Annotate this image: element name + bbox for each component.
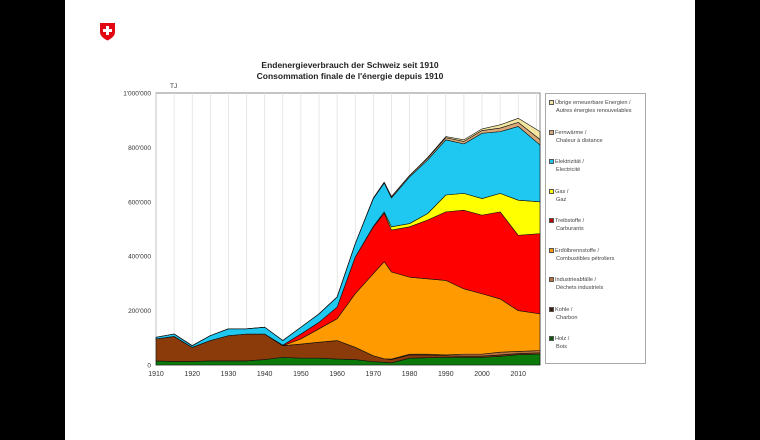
legend-label-fr: Charbon <box>556 314 578 321</box>
y-tick-label: 400'000 <box>128 254 151 261</box>
legend-label-fr: Autres énergies renouvelables <box>556 108 632 114</box>
chart-subtitle: Consommation finale de l'énergie depuis … <box>256 71 444 81</box>
legend-label: Holz / <box>555 336 570 342</box>
y-tick-label: 1'000'000 <box>123 91 151 98</box>
legend-label: Industrieabfälle / <box>555 277 597 283</box>
legend-label: Elektrizität / <box>555 159 584 165</box>
legend-label-fr: Gaz <box>556 196 567 203</box>
legend-item: Elektrizität / Electricité <box>549 158 584 174</box>
x-tick-label: 2000 <box>474 371 490 378</box>
swiss-cross-logo <box>100 23 115 41</box>
legend-label-fr: Déchets industriels <box>556 285 604 291</box>
x-tick-label: 1950 <box>293 371 309 378</box>
legend-label: Kohle / <box>555 306 573 313</box>
legend-label: Treibstoffe / <box>555 218 585 224</box>
x-tick-label: 1930 <box>221 371 237 378</box>
legend-swatch <box>549 277 554 283</box>
x-tick-label: 1980 <box>402 371 418 378</box>
y-tick-label: 0 <box>147 363 151 370</box>
legend-label: Fernwärme / <box>555 129 587 136</box>
y-tick-label: 800'000 <box>128 145 151 152</box>
legend-item: Holz / Bois <box>549 335 569 351</box>
legend-item: Kohle / Charbon <box>549 306 577 322</box>
x-tick-label: 1910 <box>148 371 164 378</box>
legend-swatch <box>549 100 554 106</box>
chart-title: Endenergieverbrauch der Schweiz seit 191… <box>261 60 439 70</box>
x-tick-label: 1960 <box>329 371 345 378</box>
legend-swatch <box>549 188 554 194</box>
legend-label: Erdölbrennstoffe / <box>555 247 600 254</box>
legend-label-fr: Chaleur à distance <box>556 137 603 144</box>
legend-item: Erdölbrennstoffe / Combustibles pétrolier… <box>549 247 614 263</box>
legend-swatch <box>549 218 554 224</box>
legend-swatch <box>549 306 554 312</box>
y-axis-unit: TJ <box>170 83 177 90</box>
legend-swatch <box>549 336 554 342</box>
legend-swatch <box>549 159 554 165</box>
y-tick-label: 200'000 <box>128 308 151 315</box>
legend-item: Industrieabfälle / Déchets industriels <box>549 276 603 292</box>
legend-item: Gas / Gaz <box>549 188 568 204</box>
x-tick-label: 2010 <box>510 371 526 378</box>
legend-item: Treibstoffe / Carburants <box>549 217 584 233</box>
x-tick-label: 1990 <box>438 371 454 378</box>
x-tick-label: 1940 <box>257 371 273 378</box>
area-series-8 <box>155 117 541 346</box>
legend-label: Gas / <box>555 188 569 195</box>
legend-label-fr: Bois <box>556 344 567 350</box>
x-tick-label: 1970 <box>366 371 382 378</box>
legend-swatch <box>549 129 554 135</box>
legend-swatch <box>549 247 554 253</box>
legend-label-fr: Combustibles pétroliers <box>556 255 615 262</box>
legend-item: Übrige erneuerbare Energien / Autres éner… <box>549 99 632 115</box>
legend: Übrige erneuerbare Energien / Autres éner… <box>545 93 646 364</box>
legend-item: Fernwärme / Chaleur à distance <box>549 129 603 145</box>
x-tick-label: 1920 <box>184 371 200 378</box>
legend-label-fr: Electricité <box>556 167 581 173</box>
legend-label: Übrige erneuerbare Energien / <box>555 100 631 106</box>
legend-label-fr: Carburants <box>556 226 584 232</box>
y-tick-label: 600'000 <box>128 199 151 206</box>
